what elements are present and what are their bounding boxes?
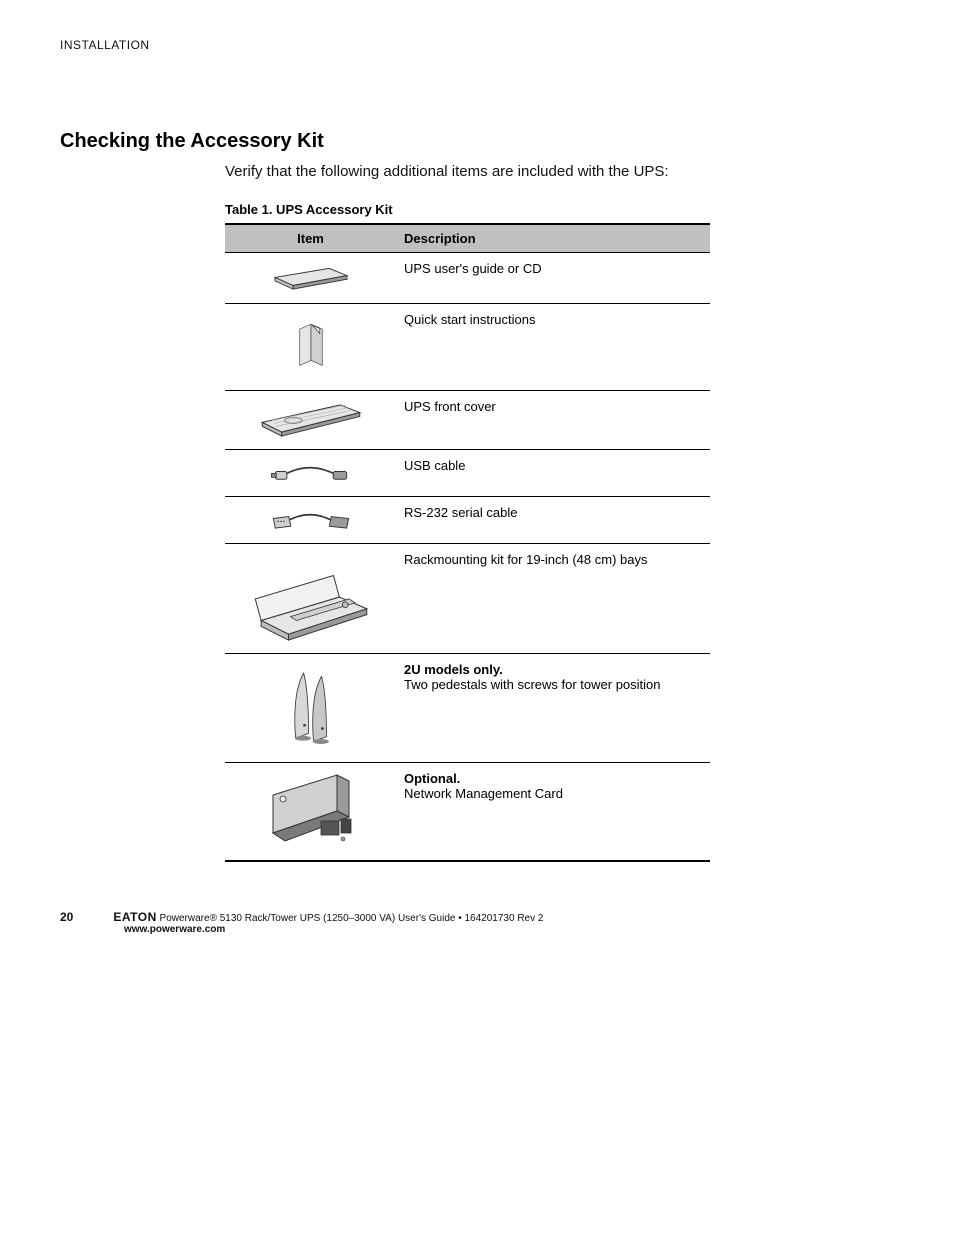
page-footer: 20 EATON Powerware® 5130 Rack/Tower UPS (… xyxy=(60,910,543,935)
item-description: Optional.Network Management Card xyxy=(396,763,710,862)
item-description: Rackmounting kit for 19-inch (48 cm) bay… xyxy=(396,544,710,654)
item-description-text: Rackmounting kit for 19-inch (48 cm) bay… xyxy=(404,552,702,567)
item-description-text: USB cable xyxy=(404,458,702,473)
footer-brand: EATON xyxy=(113,910,156,924)
page: INSTALLATION Checking the Accessory Kit … xyxy=(0,0,954,1235)
table-header-row: Item Description xyxy=(225,224,710,253)
item-description-text: UPS user's guide or CD xyxy=(404,261,702,276)
intro-text: Verify that the following additional ite… xyxy=(225,163,894,180)
usb-icon xyxy=(271,458,351,485)
item-description: UPS user's guide or CD xyxy=(396,253,710,304)
item-description-text: RS-232 serial cable xyxy=(404,505,702,520)
rackkit-icon xyxy=(251,552,371,642)
table-row: Rackmounting kit for 19-inch (48 cm) bay… xyxy=(225,544,710,654)
item-description: UPS front cover xyxy=(396,391,710,450)
table-row: UPS user's guide or CD xyxy=(225,253,710,304)
item-illustration-cd xyxy=(225,253,396,304)
item-illustration-usb xyxy=(225,450,396,497)
table-row: Quick start instructions xyxy=(225,304,710,391)
running-head: INSTALLATION xyxy=(60,38,894,52)
table-row: UPS front cover xyxy=(225,391,710,450)
table-row: USB cable xyxy=(225,450,710,497)
item-description-bold: 2U models only. xyxy=(404,662,702,677)
cd-icon xyxy=(266,261,356,292)
cover-icon xyxy=(256,399,366,438)
table-row: 2U models only.Two pedestals with screws… xyxy=(225,654,710,763)
item-description: Quick start instructions xyxy=(396,304,710,391)
table-row: RS-232 serial cable xyxy=(225,497,710,544)
item-description-text: Two pedestals with screws for tower posi… xyxy=(404,677,702,692)
serial-icon xyxy=(271,505,351,532)
item-illustration-rackkit xyxy=(225,544,396,654)
item-description-text: UPS front cover xyxy=(404,399,702,414)
page-number: 20 xyxy=(60,910,73,924)
item-description-text: Quick start instructions xyxy=(404,312,702,327)
col-header-description: Description xyxy=(396,224,710,253)
footer-product: Powerware® 5130 Rack/Tower UPS (1250–300… xyxy=(157,913,544,924)
table-caption: Table 1. UPS Accessory Kit xyxy=(225,202,894,217)
item-illustration-pedestals xyxy=(225,654,396,763)
item-description: RS-232 serial cable xyxy=(396,497,710,544)
nmc-icon xyxy=(265,771,357,849)
item-description-text: Network Management Card xyxy=(404,786,702,801)
footer-url: www.powerware.com xyxy=(124,924,543,935)
item-illustration-nmc xyxy=(225,763,396,862)
item-description-bold: Optional. xyxy=(404,771,702,786)
item-description: USB cable xyxy=(396,450,710,497)
pedestals-icon xyxy=(276,668,346,745)
item-description: 2U models only.Two pedestals with screws… xyxy=(396,654,710,763)
col-header-item: Item xyxy=(225,224,396,253)
item-illustration-serial xyxy=(225,497,396,544)
leaflet-icon xyxy=(281,324,341,368)
section-title: Checking the Accessory Kit xyxy=(60,130,894,153)
table-row: Optional.Network Management Card xyxy=(225,763,710,862)
item-illustration-leaflet xyxy=(225,304,396,391)
accessory-table: Item Description UPS user's guide or CD Q… xyxy=(225,223,710,862)
item-illustration-cover xyxy=(225,391,396,450)
